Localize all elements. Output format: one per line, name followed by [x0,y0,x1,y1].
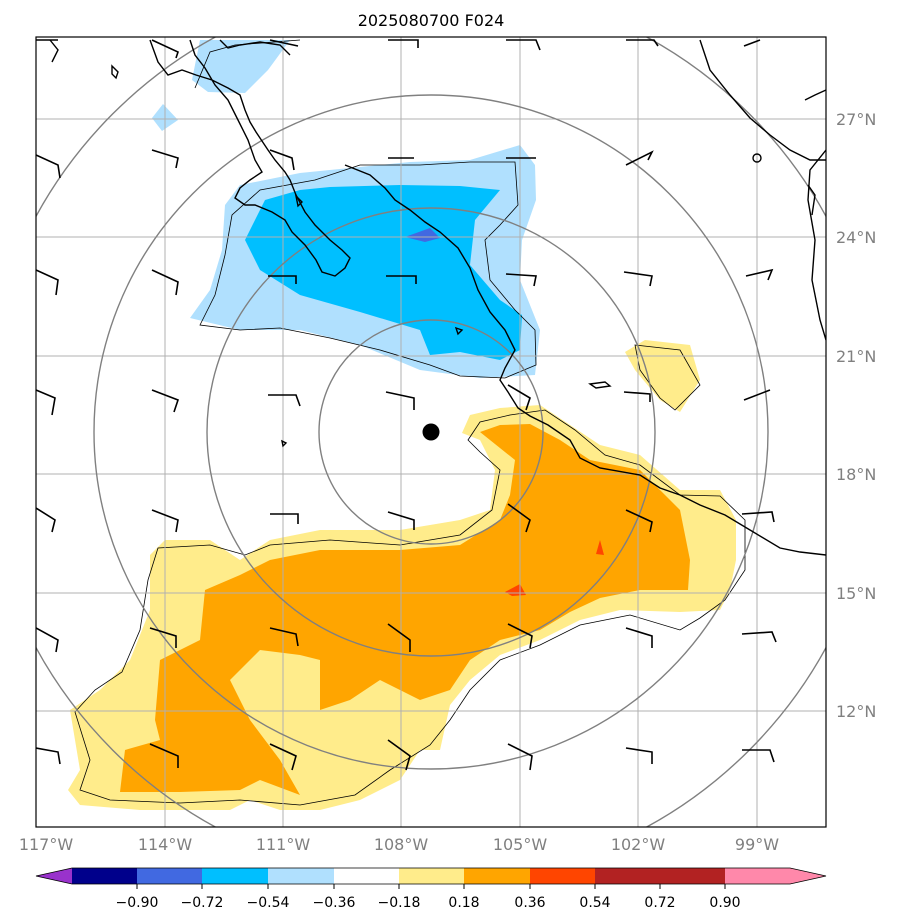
lon-label: 105°W [493,835,548,854]
storm-center-marker [422,423,440,441]
lon-label: 99°W [735,835,779,854]
map-title: 2025080700 F024 [358,11,505,30]
lon-label: 102°W [611,835,666,854]
colorbar-segment [202,868,268,884]
coastline [49,39,826,556]
colorbar-tick: −0.54 [247,895,290,911]
colorbar-segment [334,868,399,884]
colorbar-tick: −0.36 [313,895,356,911]
wind-barbs [36,39,777,771]
lon-label: 108°W [374,835,429,854]
colorbar-tick: 0.90 [709,895,740,911]
latitude-labels: 27°N 24°N 21°N 18°N 15°N 12°N [836,110,876,721]
colorbar-segment [530,868,595,884]
colorbar-segment [72,868,137,884]
lat-label: 21°N [836,347,876,366]
colorbar-segment [36,868,72,884]
colorbar-segment [464,868,530,884]
colorbar-tick: −0.18 [378,895,421,911]
colorbar-segment [399,868,464,884]
range-rings [36,37,826,827]
lat-label: 27°N [836,110,876,129]
colorbar-tick: 0.72 [644,895,675,911]
map-frame [35,36,827,828]
lat-label: 18°N [836,465,876,484]
colorbar-segment [725,868,826,884]
colorbar: −0.90 −0.72 −0.54 −0.36 −0.18 0.18 0.36 … [35,867,827,911]
lat-label: 12°N [836,702,876,721]
colorbar-tick: 0.54 [579,895,610,911]
colorbar-segment [595,868,660,884]
colorbar-segment [268,868,334,884]
lat-label: 15°N [836,584,876,603]
colorbar-tick: −0.90 [116,895,159,911]
lon-label: 114°W [138,835,193,854]
map-panel [36,37,826,827]
colorbar-tick: −0.72 [181,895,224,911]
gridlines [36,37,826,827]
colorbar-segment [137,868,202,884]
lon-label: 111°W [256,835,311,854]
lat-label: 24°N [836,228,876,247]
longitude-labels: 117°W 114°W 111°W 108°W 105°W 102°W 99°W [19,835,779,854]
negative-field [152,40,540,378]
colorbar-tick: 0.18 [448,895,479,911]
lon-label: 117°W [19,835,74,854]
colorbar-tick: 0.36 [514,895,545,911]
